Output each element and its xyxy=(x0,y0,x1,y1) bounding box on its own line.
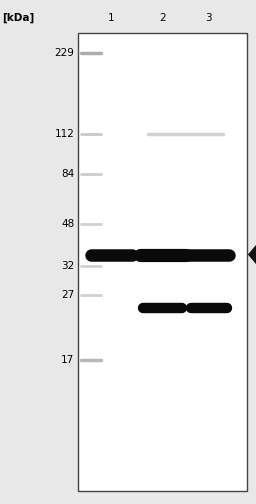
Text: 17: 17 xyxy=(61,355,74,365)
Text: 48: 48 xyxy=(61,219,74,229)
FancyBboxPatch shape xyxy=(78,33,247,491)
Text: 2: 2 xyxy=(159,13,166,23)
Text: 3: 3 xyxy=(205,13,212,23)
Text: 112: 112 xyxy=(54,129,74,139)
Text: 229: 229 xyxy=(54,48,74,58)
Text: 84: 84 xyxy=(61,169,74,179)
Polygon shape xyxy=(249,243,256,266)
Text: [kDa]: [kDa] xyxy=(3,13,35,23)
Text: 32: 32 xyxy=(61,261,74,271)
Text: 27: 27 xyxy=(61,290,74,300)
Text: 1: 1 xyxy=(108,13,115,23)
